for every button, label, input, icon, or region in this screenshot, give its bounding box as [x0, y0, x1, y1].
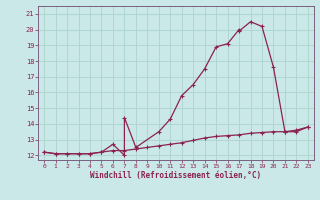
X-axis label: Windchill (Refroidissement éolien,°C): Windchill (Refroidissement éolien,°C) — [91, 171, 261, 180]
